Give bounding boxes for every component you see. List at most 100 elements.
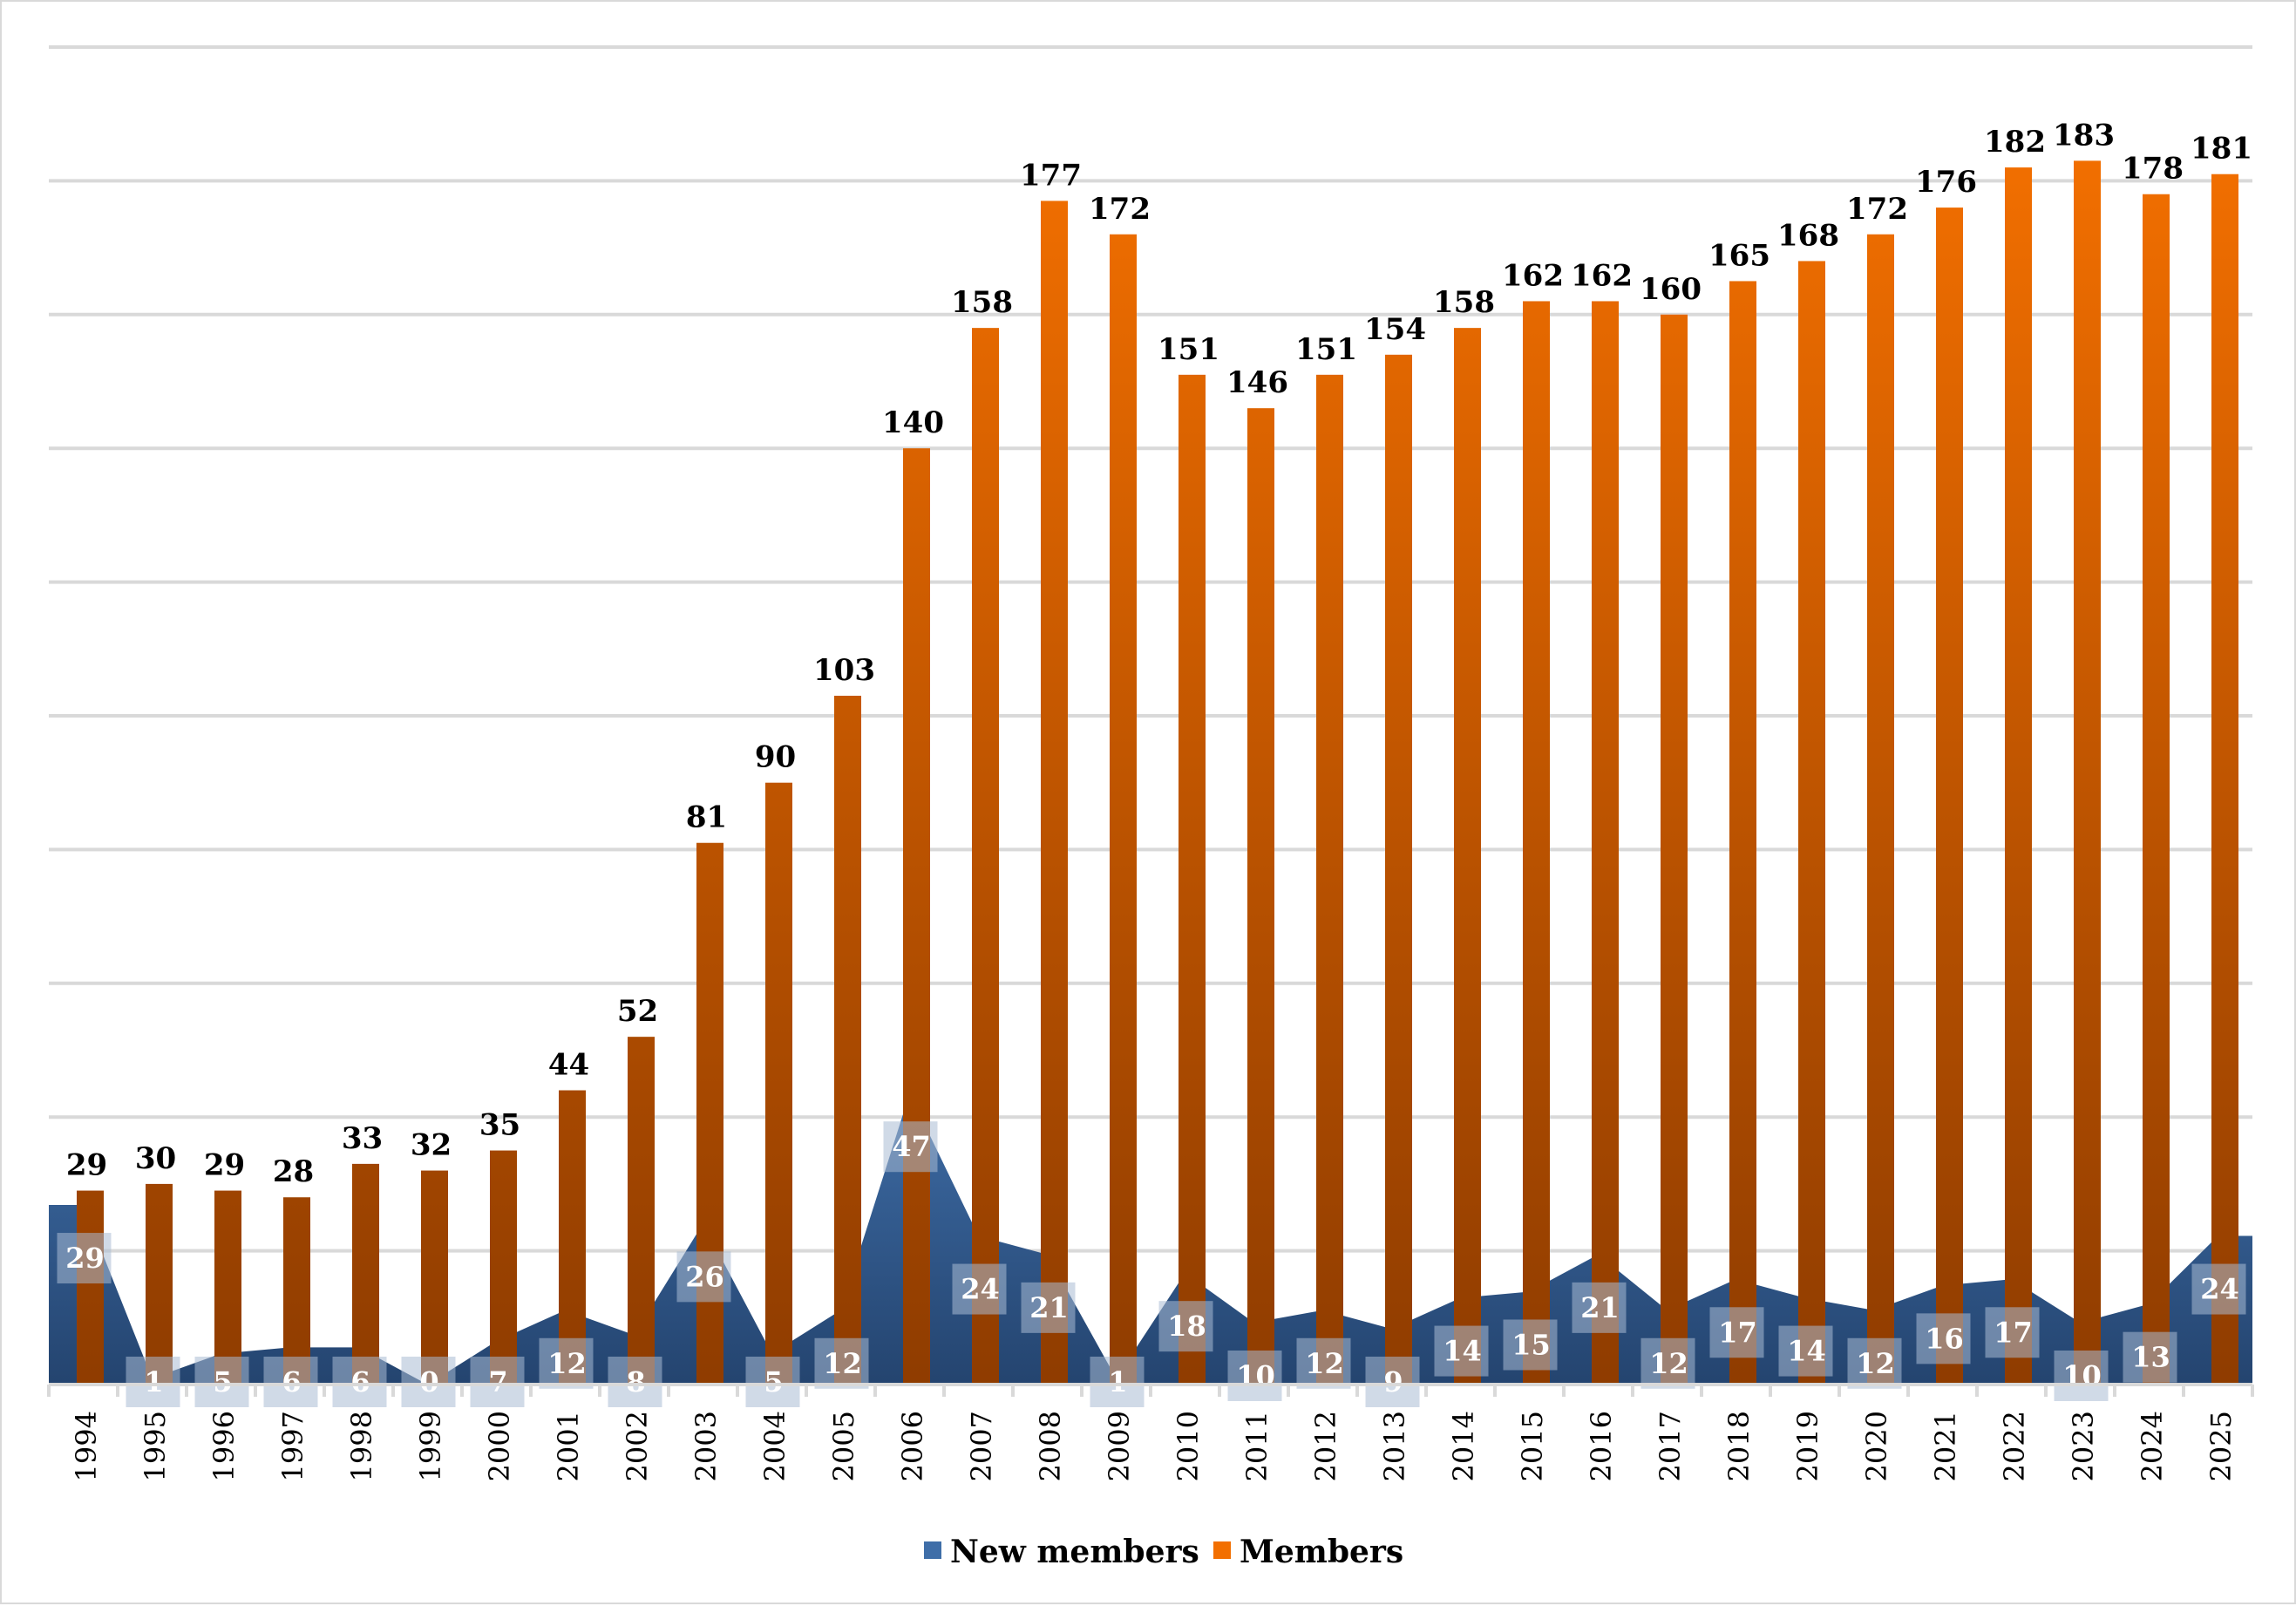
members-label-1997: 28 [273, 1154, 314, 1189]
new-members-label-box [1847, 1337, 1902, 1389]
new-members-label-2023: 10 [2062, 1359, 2102, 1392]
members-bar-2000 [490, 1150, 517, 1385]
new-members-label-2007: 24 [961, 1273, 1000, 1306]
new-members-label-2025: 24 [2200, 1273, 2239, 1306]
new-members-label-2014: 14 [1443, 1335, 1482, 1368]
members-bar-1999 [421, 1170, 448, 1385]
members-bar-2017 [1661, 314, 1688, 1385]
x-tick-label-2003: 2003 [689, 1411, 723, 1481]
x-tick-label-2016: 2016 [1585, 1411, 1618, 1481]
new-members-label-box [401, 1357, 456, 1407]
members-label-2016: 162 [1571, 258, 1633, 293]
members-label-2020: 172 [1846, 192, 1908, 227]
new-members-label-box [676, 1251, 731, 1303]
members-bar-2008 [1041, 201, 1068, 1385]
x-tick-label-1994: 1994 [70, 1411, 103, 1481]
new-members-label-box [1503, 1319, 1558, 1371]
x-tick-label-2002: 2002 [621, 1411, 654, 1481]
new-members-label-box [194, 1357, 249, 1407]
new-members-label-box [1709, 1307, 1764, 1358]
members-bar-1996 [214, 1190, 241, 1385]
members-bar-2012 [1316, 374, 1343, 1385]
new-members-label-box [1985, 1307, 2040, 1358]
members-bar-2010 [1179, 374, 1206, 1385]
members-bar-2021 [1936, 208, 1963, 1385]
new-members-label-2010: 18 [1167, 1310, 1206, 1343]
members-bar-series [77, 160, 2238, 1385]
new-members-label-box [1572, 1282, 1627, 1333]
x-tick-label-2025: 2025 [2204, 1411, 2238, 1481]
x-tick-label-2018: 2018 [1722, 1411, 1756, 1481]
x-tick-label-2011: 2011 [1240, 1411, 1274, 1481]
members-label-1998: 33 [342, 1121, 383, 1156]
new-members-label-box [1640, 1337, 1695, 1389]
x-tick-label-2017: 2017 [1654, 1411, 1687, 1481]
new-members-label-2017: 12 [1649, 1347, 1688, 1380]
x-tick-label-2020: 2020 [1860, 1411, 1893, 1481]
members-label-2004: 90 [755, 740, 796, 775]
legend-label-new-members: New members [950, 1534, 1199, 1570]
members-bar-2016 [1592, 301, 1619, 1385]
members-bar-2024 [2143, 194, 2170, 1385]
members-label-2013: 154 [1364, 312, 1426, 347]
members-bar-2001 [559, 1090, 586, 1385]
new-members-label-2006: 47 [892, 1130, 931, 1163]
new-members-label-box [57, 1233, 112, 1284]
members-bar-2003 [696, 842, 723, 1385]
members-label-2003: 81 [686, 800, 727, 835]
new-members-label-1999: 0 [419, 1365, 438, 1398]
new-members-label-2011: 10 [1236, 1359, 1275, 1392]
members-label-2017: 160 [1640, 272, 1702, 307]
members-bar-2014 [1454, 328, 1481, 1385]
members-bar-2023 [2074, 160, 2101, 1385]
x-tick-label-2013: 2013 [1378, 1411, 1411, 1481]
new-members-label-box [1227, 1350, 1282, 1401]
new-members-label-box [126, 1357, 180, 1407]
new-members-label-box [263, 1357, 318, 1407]
members-label-2023: 183 [2053, 118, 2115, 153]
new-members-label-2005: 12 [823, 1347, 862, 1380]
members-label-2011: 146 [1226, 365, 1288, 400]
members-bar-2009 [1110, 234, 1137, 1385]
new-members-label-box [470, 1357, 525, 1407]
new-members-label-1996: 5 [213, 1365, 232, 1398]
members-label-2010: 151 [1158, 332, 1219, 367]
new-members-label-box [2123, 1331, 2177, 1383]
new-members-label-1994: 29 [65, 1242, 105, 1275]
new-members-label-1997: 6 [282, 1365, 301, 1398]
new-members-label-1998: 6 [350, 1365, 370, 1398]
x-tick-label-1995: 1995 [139, 1411, 172, 1481]
new-members-label-box [1434, 1325, 1489, 1377]
new-members-label-box [539, 1337, 594, 1389]
new-members-label-2015: 15 [1511, 1328, 1551, 1361]
members-bar-1994 [77, 1190, 104, 1385]
x-tick-label-1999: 1999 [414, 1411, 447, 1481]
new-members-area-series [49, 1093, 2252, 1385]
gridlines [49, 45, 2252, 1253]
legend-label-members: Members [1240, 1534, 1403, 1570]
members-label-2000: 35 [479, 1108, 520, 1143]
new-members-label-box [1365, 1357, 1420, 1407]
new-members-label-2020: 12 [1856, 1347, 1895, 1380]
new-members-label-box [1158, 1301, 1213, 1352]
legend: New members Members [924, 1534, 1403, 1570]
x-tick-label-1996: 1996 [207, 1411, 241, 1481]
members-bar-1997 [283, 1197, 310, 1385]
members-label-1999: 32 [411, 1128, 452, 1163]
new-members-label-box [745, 1357, 800, 1407]
members-label-2015: 162 [1502, 258, 1564, 293]
members-label-2008: 177 [1020, 158, 1082, 193]
new-members-label-box [1090, 1357, 1145, 1407]
members-bar-2004 [765, 782, 792, 1385]
x-tick-label-2005: 2005 [827, 1411, 860, 1481]
new-members-label-box [608, 1357, 662, 1407]
x-tick-label-2001: 2001 [552, 1411, 585, 1481]
new-members-label-box [332, 1357, 387, 1407]
new-members-label-box [2054, 1350, 2109, 1401]
new-members-label-2021: 16 [1925, 1322, 1964, 1355]
members-label-2012: 151 [1295, 332, 1357, 367]
